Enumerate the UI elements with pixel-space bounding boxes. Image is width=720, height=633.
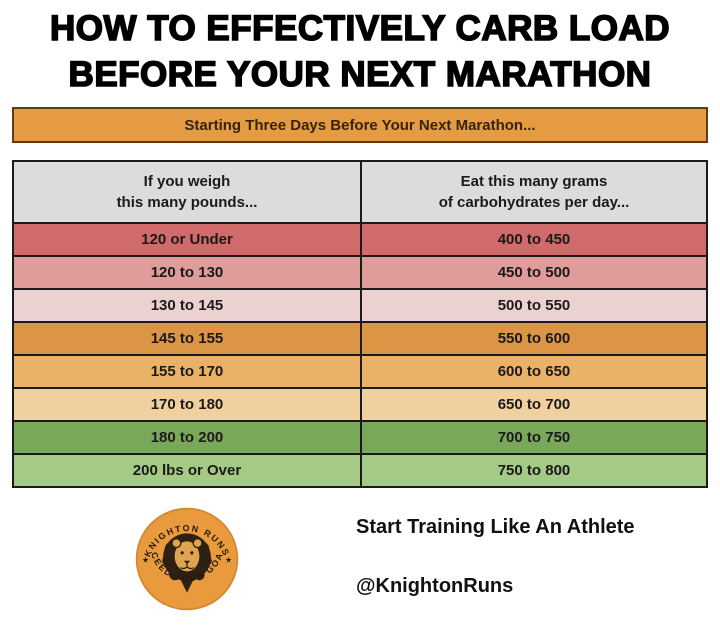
carbs-cell: 500 to 550: [360, 290, 706, 321]
carbs-cell: 450 to 500: [360, 257, 706, 288]
carbs-cell: 650 to 700: [360, 389, 706, 420]
table-row: 145 to 155 550 to 600: [14, 321, 706, 354]
carbs-cell: 550 to 600: [360, 323, 706, 354]
table-header-carbs: Eat this many grams of carbohydrates per…: [360, 162, 706, 222]
knighton-runs-logo: KNIGHTON RUNS EXCEED YOUR GOALS ★ ★: [130, 498, 240, 612]
table-row: 130 to 145 500 to 550: [14, 288, 706, 321]
carbs-cell: 750 to 800: [360, 455, 706, 486]
footer-social-handle: @KnightonRuns: [356, 575, 514, 597]
weight-cell: 200 lbs or Over: [132, 462, 242, 479]
table-header-weight: If you weigh this many pounds...: [116, 173, 258, 211]
title-line-1: HOW TO EFFECTIVELY CARB LOAD: [49, 8, 671, 49]
weight-cell: 130 to 145: [150, 297, 224, 314]
carbs-cell: 600 to 650: [360, 356, 706, 387]
weight-cell: 180 to 200: [150, 429, 224, 446]
weight-cell: 120 or Under: [141, 231, 233, 248]
weight-cell: 155 to 170: [150, 363, 224, 380]
carb-load-table: If you weigh this many pounds... Eat thi…: [12, 160, 708, 488]
weight-cell: 170 to 180: [150, 396, 224, 413]
table-row: 170 to 180 650 to 700: [14, 387, 706, 420]
table-row: 120 to 130 450 to 500: [14, 255, 706, 288]
star-left-icon: ★: [142, 556, 149, 565]
carb-load-infographic: HOW TO EFFECTIVELY CARB LOAD BEFORE YOUR…: [0, 6, 720, 633]
lion-badge-icon: KNIGHTON RUNS EXCEED YOUR GOALS ★ ★: [130, 498, 239, 611]
title-line-2: BEFORE YOUR NEXT MARATHON: [68, 54, 652, 95]
weight-cell: 120 to 130: [150, 264, 224, 281]
table-row: 120 or Under 400 to 450: [14, 222, 706, 255]
star-right-icon: ★: [225, 556, 232, 565]
lion-face-icon: [162, 533, 212, 593]
carbs-cell: 400 to 450: [360, 224, 706, 255]
table-row: 200 lbs or Over 750 to 800: [14, 453, 706, 486]
subtitle-banner-text: Starting Three Days Before Your Next Mar…: [184, 116, 536, 134]
table-row: 180 to 200 700 to 750: [14, 420, 706, 453]
subtitle-banner: Starting Three Days Before Your Next Mar…: [12, 107, 708, 143]
footer-text-block: Start Training Like An Athlete @Knighton…: [356, 516, 635, 598]
footer: KNIGHTON RUNS EXCEED YOUR GOALS ★ ★ Star…: [0, 498, 720, 612]
page-title: HOW TO EFFECTIVELY CARB LOAD BEFORE YOUR…: [0, 6, 720, 98]
footer-tagline: Start Training Like An Athlete: [356, 516, 635, 538]
weight-cell: 145 to 155: [150, 330, 224, 347]
table-row: 155 to 170 600 to 650: [14, 354, 706, 387]
carbs-cell: 700 to 750: [360, 422, 706, 453]
table-header-row: If you weigh this many pounds... Eat thi…: [14, 162, 706, 222]
